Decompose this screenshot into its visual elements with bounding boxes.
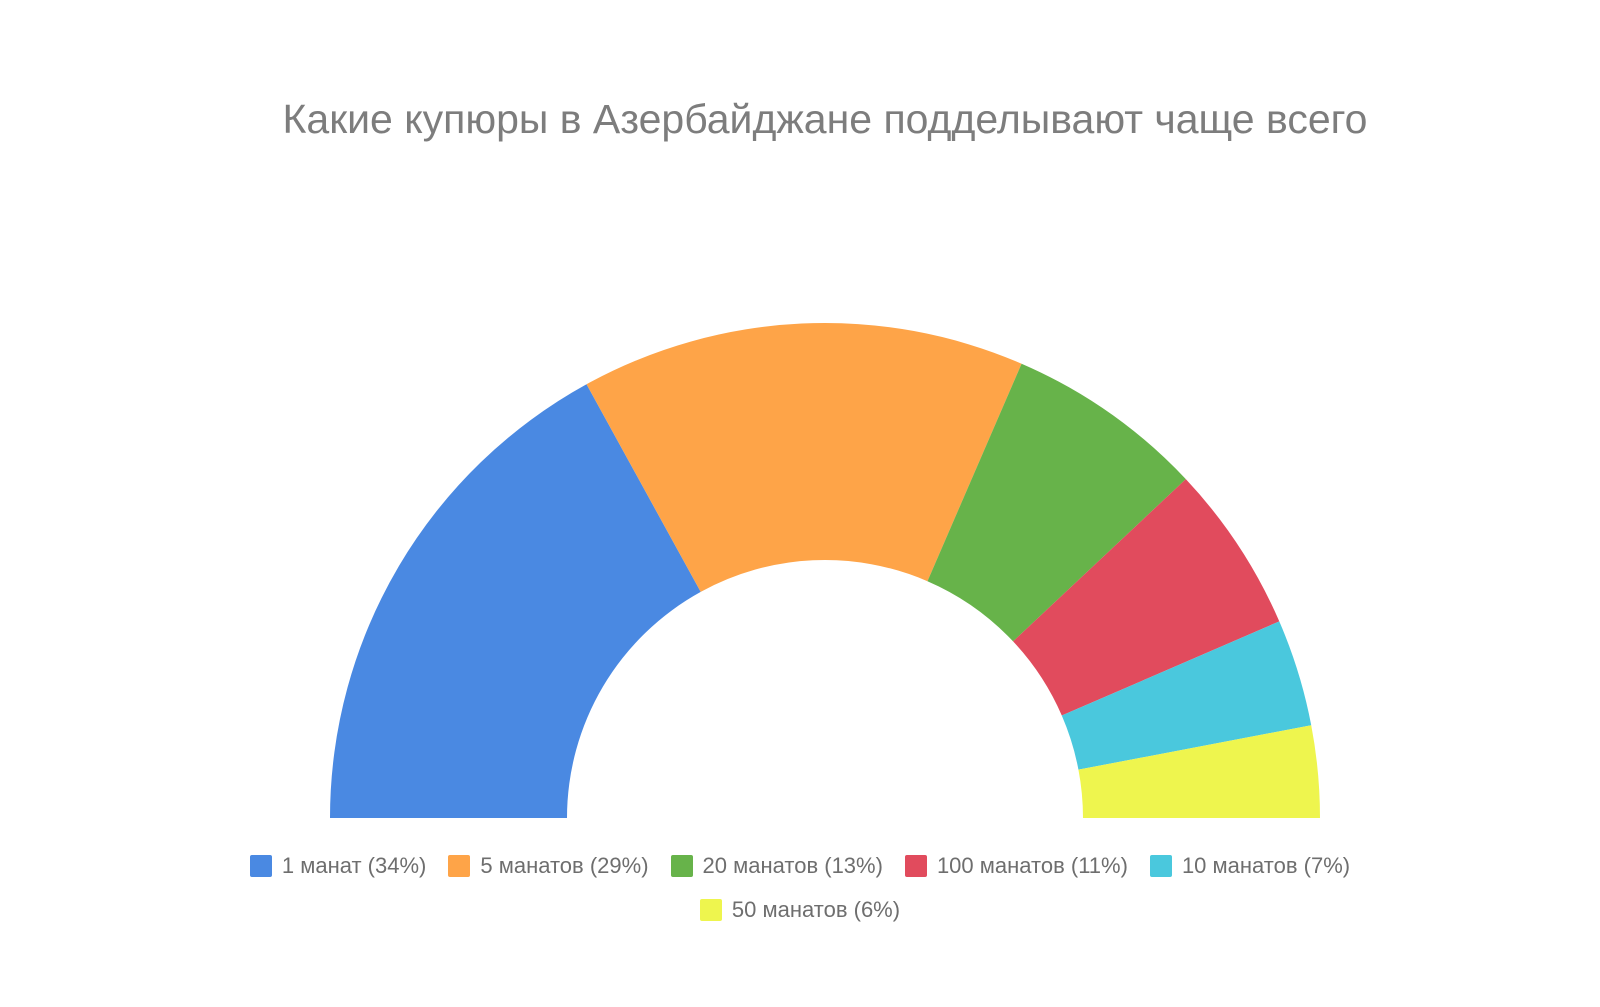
legend-swatch: [448, 855, 471, 877]
legend-swatch: [1149, 855, 1172, 877]
legend-label: 1 манат (34%): [281, 853, 427, 878]
slice-1-манат[interactable]: [330, 384, 701, 818]
slice-50-манатов[interactable]: [1078, 725, 1320, 818]
legend-item-1-manat[interactable]: 1 манат (34%): [249, 853, 427, 879]
legend-item-50-manat[interactable]: 50 манатов (6%): [699, 897, 901, 923]
legend-swatch: [670, 855, 693, 877]
slice-100-манатов[interactable]: [1013, 479, 1280, 716]
legend-label: 10 манатов (7%): [1181, 853, 1351, 878]
legend-swatch: [699, 899, 722, 921]
legend-label: 100 манатов (11%): [936, 853, 1128, 878]
slice-10-манатов[interactable]: [1061, 621, 1312, 770]
chart-legend: 1 манат (34%) 5 манатов (29%) 20 манатов…: [0, 853, 1600, 923]
legend-label: 20 манатов (13%): [702, 853, 883, 878]
legend-label: 5 манатов (29%): [480, 853, 649, 878]
legend-item-100-manat[interactable]: 100 манатов (11%): [904, 853, 1128, 879]
legend-label: 50 манатов (6%): [731, 897, 901, 922]
legend-swatch: [904, 855, 927, 877]
legend-item-20-manat[interactable]: 20 манатов (13%): [670, 853, 883, 879]
legend-item-10-manat[interactable]: 10 манатов (7%): [1149, 853, 1351, 879]
slice-5-манатов[interactable]: [586, 322, 1022, 592]
slice-20-манатов[interactable]: [927, 363, 1186, 642]
chart-title: Какие купюры в Азербайджане подделывают …: [282, 96, 1368, 142]
legend-item-5-manat[interactable]: 5 манатов (29%): [448, 853, 649, 879]
legend-swatch: [249, 855, 272, 877]
